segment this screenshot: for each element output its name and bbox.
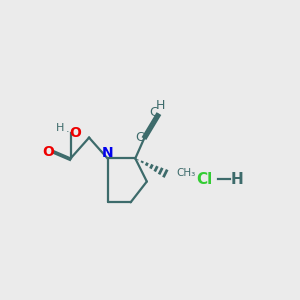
Text: H: H (156, 99, 165, 112)
Text: CH₃: CH₃ (177, 168, 196, 178)
Text: Cl: Cl (196, 172, 213, 187)
Text: C: C (136, 131, 144, 144)
Text: O: O (43, 145, 55, 158)
Text: H: H (56, 123, 64, 134)
Text: C: C (149, 106, 158, 119)
Text: H: H (230, 172, 243, 187)
Text: N: N (102, 146, 113, 160)
Text: O: O (69, 126, 81, 140)
Text: ·: · (66, 127, 70, 137)
